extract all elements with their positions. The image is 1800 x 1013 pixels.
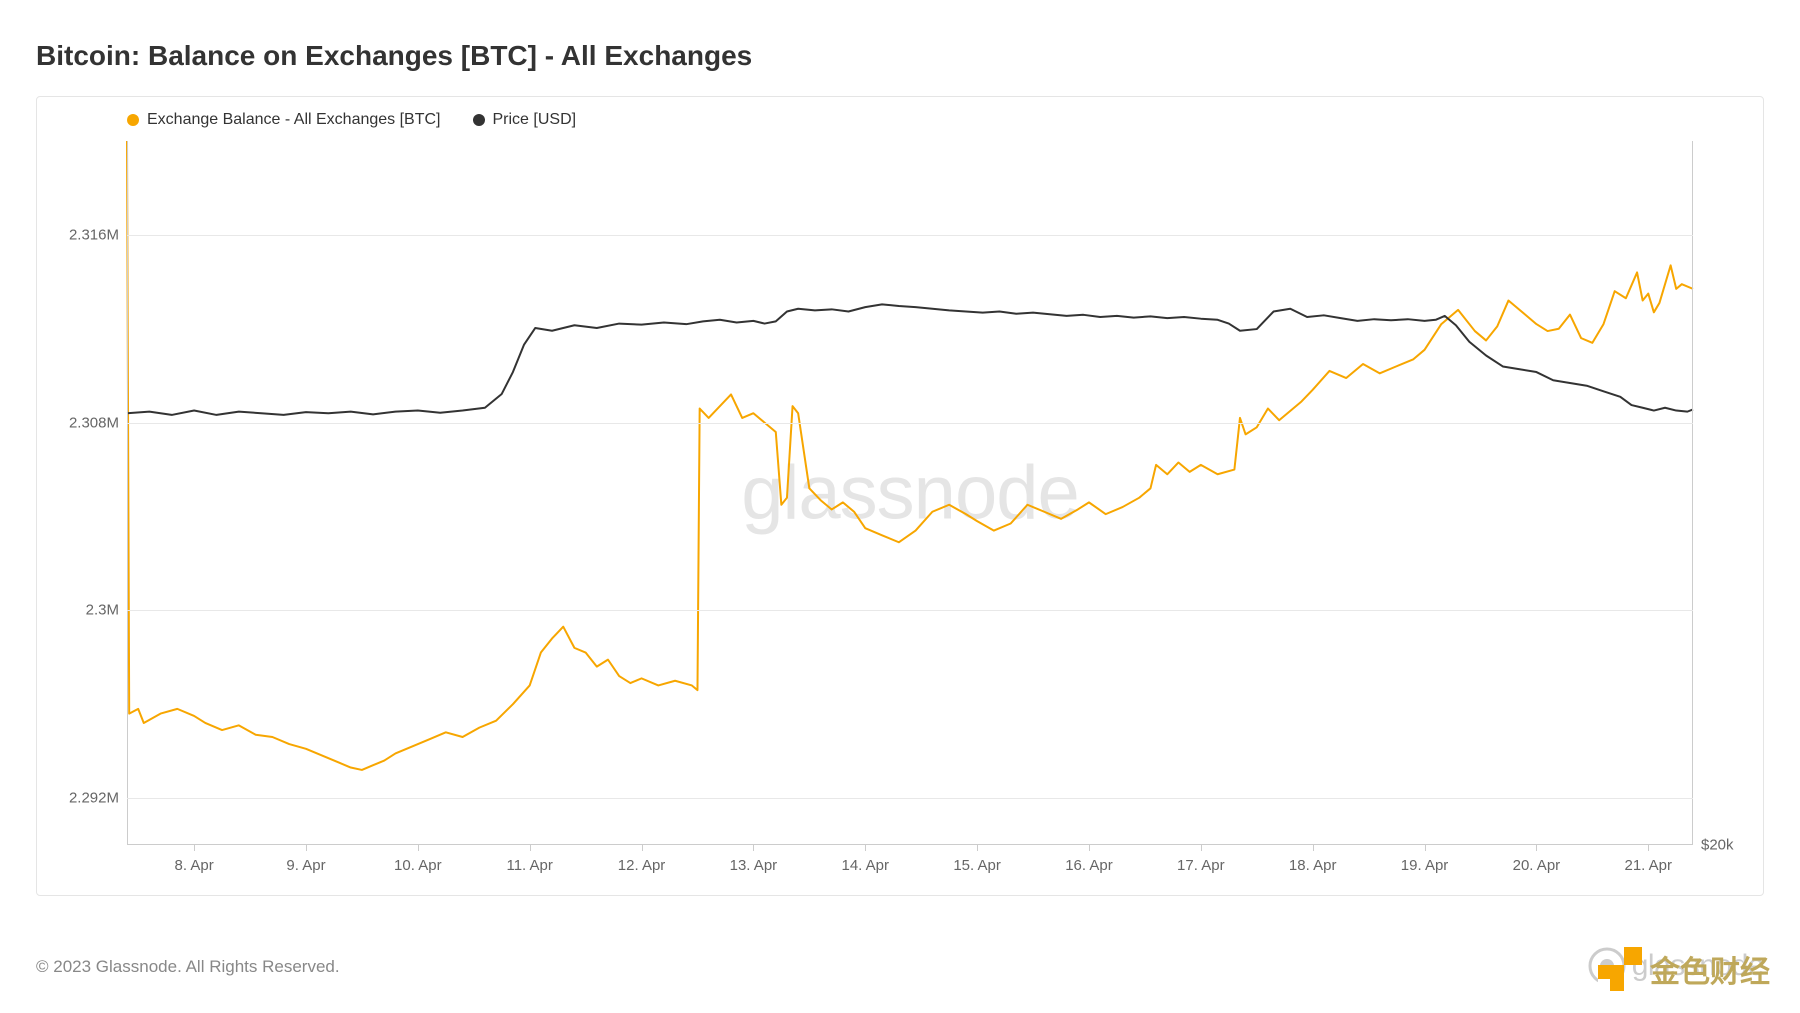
y-axis-tick: 2.292M: [69, 790, 119, 807]
x-axis-tick: 20. Apr: [1513, 857, 1561, 874]
legend: Exchange Balance - All Exchanges [BTC] P…: [127, 111, 576, 129]
legend-dot-price: [473, 114, 485, 126]
overlay-text: 金色财经: [1650, 947, 1770, 991]
x-axis-tick: 19. Apr: [1401, 857, 1449, 874]
x-axis-tick: 16. Apr: [1065, 857, 1113, 874]
x-axis-tick: 11. Apr: [506, 857, 552, 874]
x-axis-tick: 9. Apr: [286, 857, 325, 874]
x-axis-tick: 12. Apr: [618, 857, 666, 874]
x-axis-tick: 21. Apr: [1624, 857, 1672, 874]
x-axis-tick: 18. Apr: [1289, 857, 1337, 874]
overlay-logo: 金色财经: [1598, 947, 1770, 991]
overlay-icon: [1598, 947, 1642, 991]
legend-dot-balance: [127, 114, 139, 126]
y-axis-tick: 2.316M: [69, 226, 119, 243]
legend-item-balance[interactable]: Exchange Balance - All Exchanges [BTC]: [127, 111, 441, 129]
plot-area: glassnode 2.292M2.3M2.308M2.316M$20k8. A…: [127, 141, 1693, 845]
chart-title: Bitcoin: Balance on Exchanges [BTC] - Al…: [36, 40, 1764, 72]
y-axis-tick: 2.3M: [86, 602, 119, 619]
legend-item-price[interactable]: Price [USD]: [473, 111, 577, 129]
x-axis-tick: 10. Apr: [394, 857, 442, 874]
legend-label-balance: Exchange Balance - All Exchanges [BTC]: [147, 111, 441, 129]
x-axis-tick: 8. Apr: [175, 857, 214, 874]
y2-axis-tick: $20k: [1701, 837, 1734, 854]
x-axis-tick: 15. Apr: [953, 857, 1001, 874]
x-axis-tick: 14. Apr: [841, 857, 889, 874]
x-axis-tick: 13. Apr: [730, 857, 778, 874]
y-axis-tick: 2.308M: [69, 414, 119, 431]
copyright: © 2023 Glassnode. All Rights Reserved.: [36, 957, 340, 977]
line-price: [127, 304, 1693, 415]
legend-label-price: Price [USD]: [493, 111, 577, 129]
x-axis-tick: 17. Apr: [1177, 857, 1225, 874]
chart-svg: [127, 141, 1693, 845]
chart-container: Exchange Balance - All Exchanges [BTC] P…: [36, 96, 1764, 896]
